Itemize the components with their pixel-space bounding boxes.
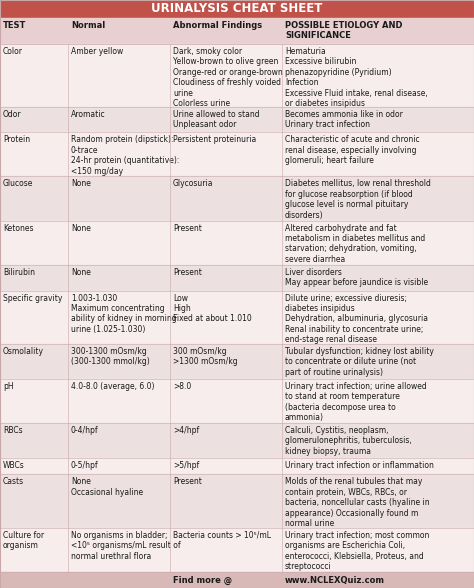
Text: Glycosuria: Glycosuria <box>173 179 213 189</box>
Text: >4/hpf: >4/hpf <box>173 426 199 435</box>
Text: 300-1300 mOsm/kg
(300-1300 mmol/kg): 300-1300 mOsm/kg (300-1300 mmol/kg) <box>71 347 150 366</box>
Text: Altered carbohydrate and fat
metabolism in diabetes mellitus and
starvation; deh: Altered carbohydrate and fat metabolism … <box>285 223 425 264</box>
Bar <box>0 106 474 132</box>
Text: No organisms in bladder;
<10⁵ organisms/mL result of
normal urethral flora: No organisms in bladder; <10⁵ organisms/… <box>71 531 181 560</box>
Text: TEST: TEST <box>3 21 27 30</box>
Text: WBCs: WBCs <box>3 461 25 470</box>
Bar <box>0 265 474 290</box>
Text: Urinary tract infection; urine allowed
to stand at room temperature
(bacteria de: Urinary tract infection; urine allowed t… <box>285 382 427 422</box>
Bar <box>0 0 474 18</box>
Text: 1.003-1.030
Maximum concentrating
ability of kidney in morning
urine (1.025-1.03: 1.003-1.030 Maximum concentrating abilit… <box>71 293 177 334</box>
Text: Present: Present <box>173 268 202 277</box>
Text: Bilirubin: Bilirubin <box>3 268 35 277</box>
Text: www.NCLEXQuiz.com: www.NCLEXQuiz.com <box>285 576 385 584</box>
Text: Random protein (dipstick):
0-trace
24-hr protein (quantitative):
<150 mg/day: Random protein (dipstick): 0-trace 24-hr… <box>71 135 179 175</box>
Bar <box>0 344 474 379</box>
Text: Present: Present <box>173 477 202 486</box>
Text: Dark, smoky color
Yellow-brown to olive green
Orange-red or orange-brown
Cloudin: Dark, smoky color Yellow-brown to olive … <box>173 47 283 108</box>
Text: 300 mOsm/kg
>1300 mOsm/kg: 300 mOsm/kg >1300 mOsm/kg <box>173 347 237 366</box>
Text: Abnormal Findings: Abnormal Findings <box>173 21 262 30</box>
Text: Color: Color <box>3 47 23 56</box>
Text: Present: Present <box>173 223 202 233</box>
Text: None: None <box>71 223 91 233</box>
Bar <box>0 528 474 572</box>
Text: Odor: Odor <box>3 109 22 119</box>
Text: Low
High
Fixed at about 1.010: Low High Fixed at about 1.010 <box>173 293 252 323</box>
Text: Molds of the renal tubules that may
contain protein, WBCs, RBCs, or
bacteria, no: Molds of the renal tubules that may cont… <box>285 477 429 528</box>
Text: Osmolality: Osmolality <box>3 347 44 356</box>
Text: None
Occasional hyaline: None Occasional hyaline <box>71 477 143 497</box>
Text: Diabetes mellitus, low renal threshold
for glucose reabsorption (if blood
glucos: Diabetes mellitus, low renal threshold f… <box>285 179 431 220</box>
Text: Becomes ammonia like in odor
Urinary tract infection: Becomes ammonia like in odor Urinary tra… <box>285 109 403 129</box>
Bar <box>0 18 474 44</box>
Text: Specific gravity: Specific gravity <box>3 293 63 302</box>
Text: >5/hpf: >5/hpf <box>173 461 199 470</box>
Bar <box>0 458 474 475</box>
Text: Persistent proteinuria: Persistent proteinuria <box>173 135 256 144</box>
Text: Protein: Protein <box>3 135 30 144</box>
Text: POSSIBLE ETIOLOGY AND
SIGNIFICANCE: POSSIBLE ETIOLOGY AND SIGNIFICANCE <box>285 21 402 41</box>
Text: Ketones: Ketones <box>3 223 34 233</box>
Text: RBCs: RBCs <box>3 426 23 435</box>
Text: 4.0-8.0 (average, 6.0): 4.0-8.0 (average, 6.0) <box>71 382 155 391</box>
Bar <box>0 475 474 528</box>
Bar <box>0 290 474 344</box>
Text: Liver disorders
May appear before jaundice is visible: Liver disorders May appear before jaundi… <box>285 268 428 287</box>
Text: Calculi, Cystitis, neoplasm,
glomerulonephritis, tuberculosis,
kidney biopsy, tr: Calculi, Cystitis, neoplasm, glomerulone… <box>285 426 412 456</box>
Text: None: None <box>71 179 91 189</box>
Text: Casts: Casts <box>3 477 24 486</box>
Text: URINALYSIS CHEAT SHEET: URINALYSIS CHEAT SHEET <box>151 2 323 15</box>
Text: Hematuria
Excessive bilirubin
phenazopyridine (Pyridium)
Infection
Excessive Flu: Hematuria Excessive bilirubin phenazopyr… <box>285 47 428 108</box>
Bar <box>0 44 474 106</box>
Text: Find more @: Find more @ <box>173 576 232 584</box>
Text: 0-5/hpf: 0-5/hpf <box>71 461 99 470</box>
Text: Dilute urine; excessive diuresis;
diabetes insipidus
Dehydration, albuminuria, g: Dilute urine; excessive diuresis; diabet… <box>285 293 428 344</box>
Text: Tubular dysfunction; kidney lost ability
to concentrate or dilute urine (not
par: Tubular dysfunction; kidney lost ability… <box>285 347 434 377</box>
Bar <box>0 220 474 265</box>
Text: None: None <box>71 268 91 277</box>
Text: 0-4/hpf: 0-4/hpf <box>71 426 99 435</box>
Text: Aromatic: Aromatic <box>71 109 106 119</box>
Text: Urinary tract infection or inflammation: Urinary tract infection or inflammation <box>285 461 434 470</box>
Text: Glucose: Glucose <box>3 179 33 189</box>
Text: Bacteria counts > 10⁵/mL: Bacteria counts > 10⁵/mL <box>173 531 271 540</box>
Bar <box>0 379 474 423</box>
Text: pH: pH <box>3 382 14 391</box>
Bar <box>0 132 474 176</box>
Text: Urine allowed to stand
Unpleasant odor: Urine allowed to stand Unpleasant odor <box>173 109 260 129</box>
Text: Amber yellow: Amber yellow <box>71 47 123 56</box>
Text: >8.0: >8.0 <box>173 382 191 391</box>
Bar <box>0 572 474 588</box>
Text: Urinary tract infection; most common
organisms are Escherichia Coli,
enterococci: Urinary tract infection; most common org… <box>285 531 429 571</box>
Text: Normal: Normal <box>71 21 105 30</box>
Text: Characteristic of acute and chronic
renal disease, especially involving
glomerul: Characteristic of acute and chronic rena… <box>285 135 419 165</box>
Bar <box>0 176 474 220</box>
Text: Culture for
organism: Culture for organism <box>3 531 44 550</box>
Bar <box>0 423 474 458</box>
